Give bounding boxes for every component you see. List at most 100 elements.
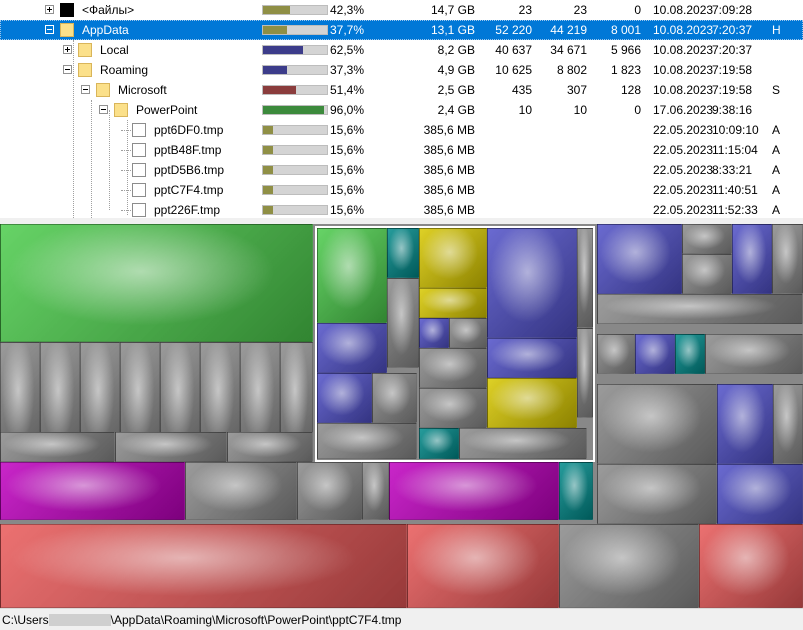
subtree-percent-fill xyxy=(263,146,273,154)
treemap-tile[interactable] xyxy=(419,348,487,388)
status-path-prefix: C:\Users xyxy=(2,613,49,627)
treemap-tile[interactable] xyxy=(0,524,407,608)
treemap-tile[interactable] xyxy=(635,334,675,374)
size-cell: 385,6 MB xyxy=(423,183,475,197)
treemap-tile[interactable] xyxy=(772,224,803,294)
treemap-tile[interactable] xyxy=(597,464,717,524)
attributes-cell: A xyxy=(772,123,781,137)
status-bar: C:\Users \AppData\Roaming\Microsoft\Power… xyxy=(0,608,803,630)
tree-row[interactable]: Roaming 37,3% 4,9 GB 10 625 8 802 1 823 10.08.… xyxy=(0,60,803,80)
treemap-tile[interactable] xyxy=(597,224,682,294)
treemap-view[interactable] xyxy=(0,224,803,608)
date-cell: 22.05.2023 xyxy=(653,183,714,197)
treemap-tile[interactable] xyxy=(317,228,387,323)
treemap-tile[interactable] xyxy=(559,524,699,608)
files-cell: 10 xyxy=(573,103,587,117)
treemap-tile[interactable] xyxy=(705,334,803,374)
percent-cell: 37,3% xyxy=(330,63,365,77)
date-cell: 10.08.2023 xyxy=(653,63,714,77)
treemap-tile[interactable] xyxy=(317,423,417,459)
directory-tree[interactable]: <Файлы> 42,3% 14,7 GB 23 23 0 10.08.2023 7:09:2… xyxy=(0,0,803,218)
attributes-cell: A xyxy=(772,183,781,197)
treemap-tile[interactable] xyxy=(0,224,313,342)
treemap-tile[interactable] xyxy=(487,228,577,338)
treemap-tile[interactable] xyxy=(732,224,772,294)
date-cell: 22.05.2023 xyxy=(653,203,714,217)
treemap-tile[interactable] xyxy=(577,328,593,418)
treemap-tile[interactable] xyxy=(362,462,389,520)
time-cell: 11:52:33 xyxy=(712,203,758,217)
treemap-tile[interactable] xyxy=(0,462,185,520)
treemap-tile[interactable] xyxy=(419,318,449,348)
subtree-percent-fill xyxy=(263,166,273,174)
treemap-tile[interactable] xyxy=(717,384,773,464)
subtree-percent-bar xyxy=(262,205,328,215)
tree-row[interactable]: Microsoft 51,4% 2,5 GB 435 307 128 10.08.2023 7… xyxy=(0,80,803,100)
status-path: C:\Users \AppData\Roaming\Microsoft\Power… xyxy=(2,613,401,627)
tree-row[interactable]: ppt6DF0.tmp 15,6% 385,6 MB 22.05.2023 10:09:… xyxy=(0,120,803,140)
items-cell: 10 625 xyxy=(495,63,532,77)
files-cell: 34 671 xyxy=(550,43,587,57)
collapse-icon[interactable] xyxy=(45,25,54,34)
tree-row[interactable]: pptB48F.tmp 15,6% 385,6 MB 22.05.2023 11:15:… xyxy=(0,140,803,160)
treemap-tile[interactable] xyxy=(419,388,487,428)
treemap-tile[interactable] xyxy=(717,464,803,524)
tree-item-name: ppt6DF0.tmp xyxy=(154,123,224,137)
tree-item-name: pptD5B6.tmp xyxy=(154,163,225,177)
expand-icon[interactable] xyxy=(63,45,72,54)
tree-row[interactable]: Local 62,5% 8,2 GB 40 637 34 671 5 966 10.08.2… xyxy=(0,40,803,60)
treemap-tile[interactable] xyxy=(675,334,705,374)
tree-row[interactable]: AppData 37,7% 13,1 GB 52 220 44 219 8 001 10.0… xyxy=(0,20,803,40)
treemap-tile[interactable] xyxy=(297,462,362,520)
date-cell: 10.08.2023 xyxy=(653,83,714,97)
treemap-tile[interactable] xyxy=(0,432,115,462)
treemap-tile[interactable] xyxy=(115,432,227,462)
treemap-tile[interactable] xyxy=(317,373,372,423)
treemap-tile[interactable] xyxy=(559,462,593,520)
treemap-tile[interactable] xyxy=(407,524,559,608)
percent-cell: 42,3% xyxy=(330,3,365,17)
treemap-tile[interactable] xyxy=(597,294,803,324)
treemap-tile[interactable] xyxy=(317,323,387,373)
treemap-tile[interactable] xyxy=(419,428,459,459)
tree-row[interactable]: pptD5B6.tmp 15,6% 385,6 MB 22.05.2023 8:33:2… xyxy=(0,160,803,180)
treemap-tile[interactable] xyxy=(227,432,313,462)
treemap-tile[interactable] xyxy=(597,334,635,374)
treemap-tile[interactable] xyxy=(389,462,559,520)
time-cell: 9:38:16 xyxy=(712,103,753,117)
treemap-tile[interactable] xyxy=(419,288,487,318)
size-cell: 13,1 GB xyxy=(430,23,475,37)
tree-row[interactable]: PowerPoint 96,0% 2,4 GB 10 10 0 17.06.2023 9:38… xyxy=(0,100,803,120)
treemap-tile[interactable] xyxy=(185,462,297,520)
treemap-tile[interactable] xyxy=(699,524,803,608)
treemap-tile[interactable] xyxy=(682,224,732,254)
percent-cell: 15,6% xyxy=(330,163,365,177)
tree-row[interactable]: <Файлы> 42,3% 14,7 GB 23 23 0 10.08.2023 7:09:2… xyxy=(0,0,803,20)
time-cell: 7:20:37 xyxy=(712,43,753,57)
collapse-icon[interactable] xyxy=(99,105,108,114)
treemap-tile[interactable] xyxy=(487,338,577,378)
treemap-tile[interactable] xyxy=(419,228,487,288)
treemap-tile[interactable] xyxy=(459,428,587,459)
items-cell: 435 xyxy=(511,83,532,97)
expand-icon[interactable] xyxy=(45,5,54,14)
tree-connector xyxy=(121,170,131,171)
tree-item-name: Microsoft xyxy=(118,83,167,97)
tree-row[interactable]: pptC7F4.tmp 15,6% 385,6 MB 22.05.2023 11:40:… xyxy=(0,180,803,200)
treemap-tile[interactable] xyxy=(487,378,577,428)
treemap-tile[interactable] xyxy=(387,228,419,278)
treemap-tile[interactable] xyxy=(597,384,717,464)
treemap-tile[interactable] xyxy=(372,373,417,423)
collapse-icon[interactable] xyxy=(81,85,90,94)
treemap-tile[interactable] xyxy=(682,254,732,294)
time-cell: 11:15:04 xyxy=(712,143,758,157)
treemap-tile[interactable] xyxy=(577,228,593,328)
treemap-tile[interactable] xyxy=(449,318,487,348)
tree-row[interactable]: ppt226F.tmp 15,6% 385,6 MB 22.05.2023 11:52:… xyxy=(0,200,803,218)
subtree-percent-fill xyxy=(263,46,303,54)
subdirs-cell: 5 966 xyxy=(610,43,641,57)
collapse-icon[interactable] xyxy=(63,65,72,74)
treemap-tile[interactable] xyxy=(773,384,803,464)
redacted-username xyxy=(48,614,111,626)
treemap-tile[interactable] xyxy=(387,278,419,368)
